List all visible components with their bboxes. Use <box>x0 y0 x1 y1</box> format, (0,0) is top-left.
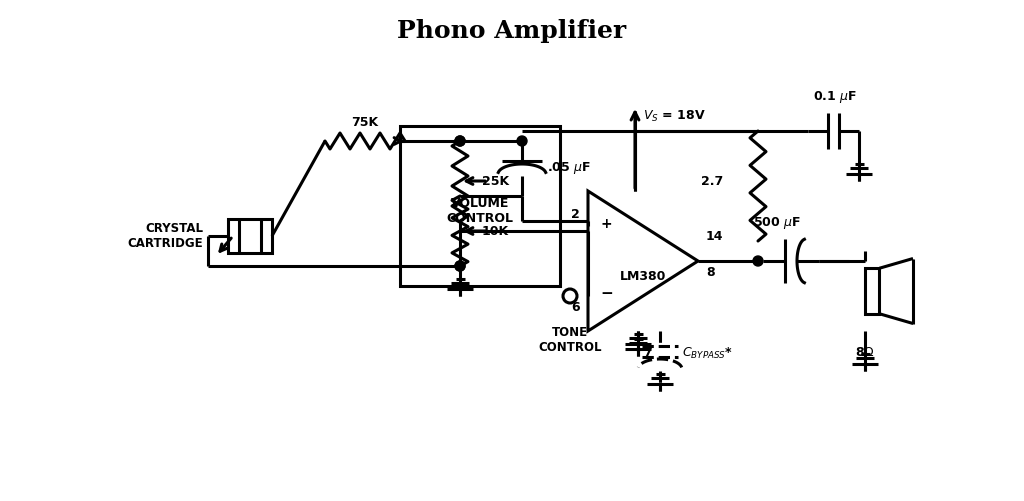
Text: TONE
CONTROL: TONE CONTROL <box>539 326 602 354</box>
Text: 10K: 10K <box>482 224 509 237</box>
Text: −: − <box>600 287 612 302</box>
Circle shape <box>455 136 465 146</box>
Circle shape <box>517 136 527 146</box>
Text: CRYSTAL
CARTRIDGE: CRYSTAL CARTRIDGE <box>127 222 203 250</box>
Circle shape <box>563 289 577 303</box>
Circle shape <box>455 261 465 271</box>
Text: 14: 14 <box>706 229 724 242</box>
Text: +: + <box>600 217 611 231</box>
Text: 500 $\mu$F: 500 $\mu$F <box>753 215 801 231</box>
Text: LM380: LM380 <box>620 270 667 283</box>
Text: .05 $\mu$F: .05 $\mu$F <box>547 160 591 176</box>
Text: 6: 6 <box>571 301 580 314</box>
Text: 2: 2 <box>571 208 580 221</box>
Text: 7: 7 <box>643 346 651 359</box>
Text: 8: 8 <box>706 266 715 279</box>
Circle shape <box>455 261 465 271</box>
Text: $C_{BYPASS}$*: $C_{BYPASS}$* <box>682 346 733 361</box>
Text: Phono Amplifier: Phono Amplifier <box>397 19 627 43</box>
Text: 2.7: 2.7 <box>700 174 723 187</box>
Text: VOLUME
CONTROL: VOLUME CONTROL <box>446 197 513 225</box>
Circle shape <box>753 256 763 266</box>
Text: 8$\Omega$: 8$\Omega$ <box>855 346 874 359</box>
Text: 75K: 75K <box>351 116 379 129</box>
Text: 0.1 $\mu$F: 0.1 $\mu$F <box>813 89 857 105</box>
Circle shape <box>455 136 465 146</box>
Text: $V_S$ = 18V: $V_S$ = 18V <box>643 108 706 124</box>
Text: 25K: 25K <box>482 174 509 187</box>
